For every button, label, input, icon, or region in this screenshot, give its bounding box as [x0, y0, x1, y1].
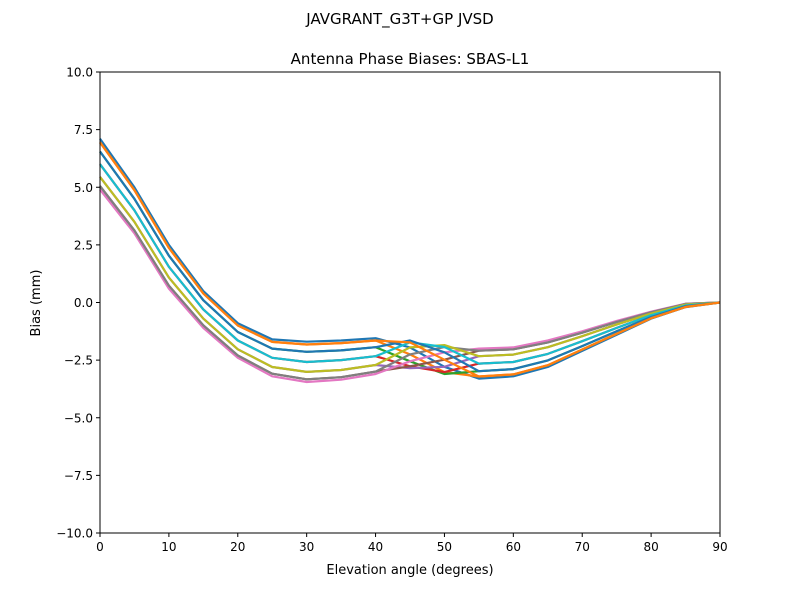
x-tick-label: 30: [299, 540, 314, 554]
y-tick-label: 2.5: [74, 238, 93, 252]
y-tick-label: 10.0: [66, 66, 93, 80]
x-tick-label: 90: [712, 540, 727, 554]
x-axis: 0 10 20 30 40 50 60 70 80 90: [96, 533, 728, 554]
y-tick-label: −2.5: [64, 354, 93, 368]
x-tick-label: 80: [643, 540, 658, 554]
x-tick-label: 50: [437, 540, 452, 554]
x-tick-label: 20: [230, 540, 245, 554]
series-lines: [99, 138, 721, 384]
series-line-8: [99, 176, 721, 373]
series-line-10: [99, 150, 721, 373]
y-tick-label: 5.0: [74, 181, 93, 195]
y-tick-label: −5.0: [64, 411, 93, 425]
series-line-9: [99, 163, 721, 365]
chart-suptitle: JAVGRANT_G3T+GP JVSD: [305, 10, 493, 29]
x-tick-label: 10: [161, 540, 176, 554]
y-tick-label: −7.5: [64, 469, 93, 483]
x-tick-label: 60: [506, 540, 521, 554]
y-axis: 10.0 7.5 5.0 2.5 0.0 −2.5 −5.0 −7.5 −10.0: [56, 66, 100, 541]
series-line-5: [99, 185, 721, 381]
y-tick-label: −10.0: [56, 527, 93, 541]
plot-frame: [99, 71, 721, 534]
x-tick-label: 40: [368, 540, 383, 554]
y-axis-label: Bias (mm): [29, 270, 44, 337]
series-line-7: [99, 185, 721, 381]
x-axis-label: Elevation angle (degrees): [326, 563, 493, 578]
y-tick-label: 7.5: [74, 123, 93, 137]
x-tick-label: 70: [575, 540, 590, 554]
y-tick-label: 0.0: [74, 296, 93, 310]
x-tick-label: 0: [96, 540, 104, 554]
series-line-11: [99, 141, 721, 378]
chart-title: Antenna Phase Biases: SBAS-L1: [291, 50, 530, 68]
